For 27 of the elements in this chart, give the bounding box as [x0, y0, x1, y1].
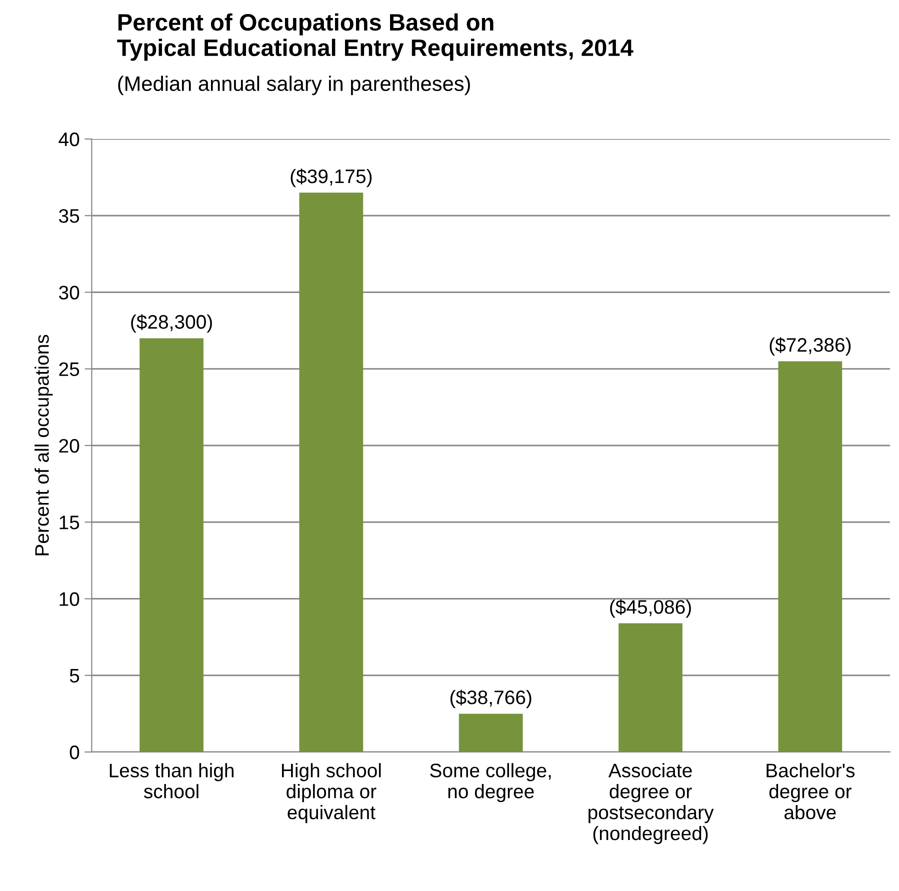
y-axis-title: Percent of all occupations: [34, 334, 53, 556]
y-tick-label: 5: [70, 669, 80, 683]
x-tick-label: Associate degree or postsecondary (nondegreed): [588, 763, 714, 844]
bar: [618, 623, 682, 752]
x-tick-label: Bachelor's degree or above: [766, 763, 855, 820]
x-tick-label: High school diploma or equivalent: [282, 763, 381, 824]
y-tick-label: 10: [60, 592, 80, 606]
bar: [458, 714, 523, 752]
y-tick-label: 0: [70, 745, 80, 760]
annotation: ($45,086): [610, 599, 691, 618]
y-tick-label: 35: [59, 209, 80, 223]
x-tick-label: Less than high school: [110, 763, 234, 798]
annotation: ($39,175): [290, 168, 372, 188]
y-tick-label: 30: [59, 286, 80, 300]
chart-title: Percent of Occupations Based on Typical Educational Entry Requirements, 2014: [117, 13, 634, 61]
bar: [299, 192, 364, 752]
annotation: ($38,766): [450, 690, 532, 708]
bar: [778, 361, 842, 752]
x-tick-label: Some college, no degree: [430, 763, 551, 802]
y-tick-label: 20: [59, 438, 80, 453]
annotation: ($72,386): [770, 337, 851, 356]
y-tick-label: 40: [58, 132, 80, 146]
y-tick-label: 25: [59, 362, 80, 376]
y-tick-label: 15: [60, 516, 80, 530]
bar: [140, 338, 204, 752]
annotation: ($28,300): [131, 314, 212, 333]
chart-subtitle: (Median annual salary in parentheses): [118, 76, 470, 96]
